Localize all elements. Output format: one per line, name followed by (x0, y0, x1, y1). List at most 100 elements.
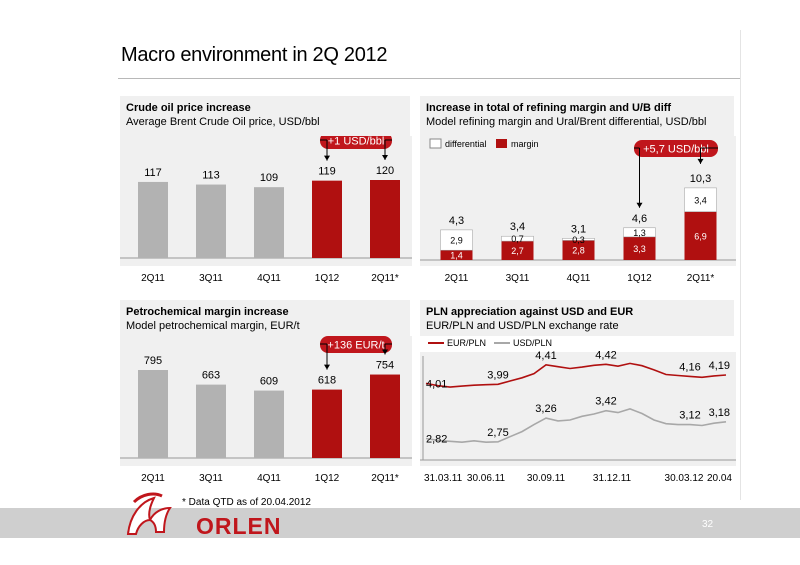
total-label: 3,4 (510, 221, 525, 233)
value-label: 609 (260, 376, 278, 388)
margin-label: 2,8 (572, 246, 585, 256)
bar-margin (684, 211, 717, 260)
crude-chart-title: Crude oil price increase (126, 102, 251, 114)
total-label: 4,6 (632, 213, 647, 225)
plot-background (420, 352, 736, 466)
bar-differential (684, 187, 717, 212)
bar-margin (501, 241, 534, 260)
differential-label: 1,3 (633, 228, 646, 238)
bar-differential (562, 238, 595, 241)
callout-arrowhead (636, 202, 643, 208)
value-label: 119 (318, 166, 336, 178)
value-label: 113 (202, 170, 220, 182)
bar (196, 184, 226, 258)
x-tick-label: 4Q11 (257, 273, 281, 284)
page-number: 32 (702, 519, 714, 530)
x-tick-label: 1Q12 (627, 273, 652, 284)
rate-annotation: 4,41 (535, 350, 556, 362)
margin-label: 2,7 (511, 246, 524, 256)
fx-chart-subtitle: EUR/PLN and USD/PLN exchange rate (426, 320, 619, 332)
bar (254, 390, 284, 458)
rate-annotation: 4,42 (595, 349, 616, 361)
refining-chart-title: Increase in total of refining margin and… (426, 102, 672, 114)
rate-annotation: 3,12 (679, 410, 700, 422)
rate-annotation: 4,01 (426, 378, 447, 390)
x-tick-label: 2Q11* (371, 273, 399, 284)
callout-text: +1 USD/bbl (328, 136, 385, 148)
differential-label: 3,4 (694, 195, 707, 205)
callout-badge (320, 136, 392, 149)
rate-annotation: 2,75 (487, 427, 508, 439)
bar-differential (623, 227, 656, 238)
rate-annotation: 3,26 (535, 403, 556, 415)
petro-chart-title: Petrochemical margin increase (126, 306, 289, 318)
total-label: 4,3 (449, 215, 464, 227)
refining-chart-subtitle: Model refining margin and Ural/Brent dif… (426, 116, 707, 128)
value-label: 795 (144, 355, 162, 367)
bar (312, 180, 342, 258)
rate-annotation: 2,82 (426, 434, 447, 446)
legend-label-differential: differential (445, 139, 486, 149)
x-tick-label: 1Q12 (315, 273, 340, 284)
fx-chart-title: PLN appreciation against USD and EUR (426, 306, 634, 318)
callout-text: +5,7 USD/bbl (643, 144, 709, 156)
x-tick-label: 31.12.11 (593, 473, 632, 484)
bar-margin (440, 250, 473, 260)
bar-margin (562, 240, 595, 260)
petrochemical-margin-chart: 795 2Q11 663 3Q11 609 4Q11 618 1Q12 754 2Q11* +136… (120, 336, 412, 484)
differential-label: 0,3 (572, 235, 585, 245)
bar (370, 180, 400, 258)
bar (312, 389, 342, 458)
orlen-logo: ORLEN (120, 490, 290, 545)
differential-label: 2,9 (450, 236, 463, 246)
crude-chart-subtitle: Average Brent Crude Oil price, USD/bbl (126, 116, 320, 128)
callout-badge (634, 140, 718, 157)
bar (138, 181, 168, 258)
crude-oil-chart: 117 2Q11 113 3Q11 109 4Q11 119 1Q12 120 2Q11* +1 U… (120, 136, 412, 284)
x-tick-label: 30.06.11 (467, 473, 506, 484)
rate-annotation: 3,42 (595, 396, 616, 408)
legend-label-margin: margin (511, 139, 539, 149)
total-label: 10,3 (690, 173, 711, 185)
x-tick-label: 2Q11 (445, 273, 469, 284)
bar-differential (501, 235, 534, 242)
legend-label-usd: USD/PLN (513, 338, 552, 348)
differential-label: 0,7 (511, 234, 524, 244)
petro-panel-header: Petrochemical margin increase Model petr… (120, 300, 410, 336)
bar (370, 374, 400, 458)
callout-arrowhead (382, 349, 388, 355)
rate-annotation: 3,99 (487, 369, 508, 381)
callout-badge (320, 336, 392, 353)
value-label: 109 (260, 172, 278, 184)
legend-swatch-differential (429, 138, 442, 149)
margin-label: 6,9 (694, 231, 707, 241)
logo-text: ORLEN (196, 513, 282, 539)
rate-annotation: 3,18 (709, 407, 730, 419)
eur-pln-line (425, 362, 727, 388)
value-label: 117 (144, 167, 162, 179)
x-tick-label: 2Q11 (141, 273, 165, 284)
x-tick-label: 3Q11 (199, 273, 223, 284)
page-title: Macro environment in 2Q 2012 (121, 44, 388, 66)
x-tick-label: 3Q11 (506, 273, 530, 284)
bar-differential (440, 229, 473, 251)
title-divider (118, 78, 740, 79)
callout-text: +136 EUR/t (327, 340, 384, 352)
x-tick-label: 2Q11* (687, 273, 715, 284)
total-label: 3,1 (571, 223, 586, 235)
callout-arrowhead (382, 155, 388, 160)
x-tick-label: 2Q11* (371, 473, 399, 484)
refining-margin-chart: differential margin1,42,94,32Q112,70,73,4… (420, 136, 736, 284)
x-tick-label: 1Q12 (315, 473, 340, 484)
x-tick-label: 4Q11 (257, 473, 281, 484)
margin-label: 1,4 (450, 251, 463, 261)
x-tick-label: 3Q11 (199, 473, 223, 484)
callout-arrowhead (324, 155, 330, 161)
bar (196, 384, 226, 458)
bar (254, 187, 284, 258)
value-label: 754 (376, 360, 394, 372)
x-tick-label: 4Q11 (567, 273, 591, 284)
petro-chart-subtitle: Model petrochemical margin, EUR/t (126, 320, 300, 332)
right-divider (740, 30, 741, 500)
callout-arrowhead (324, 364, 330, 370)
